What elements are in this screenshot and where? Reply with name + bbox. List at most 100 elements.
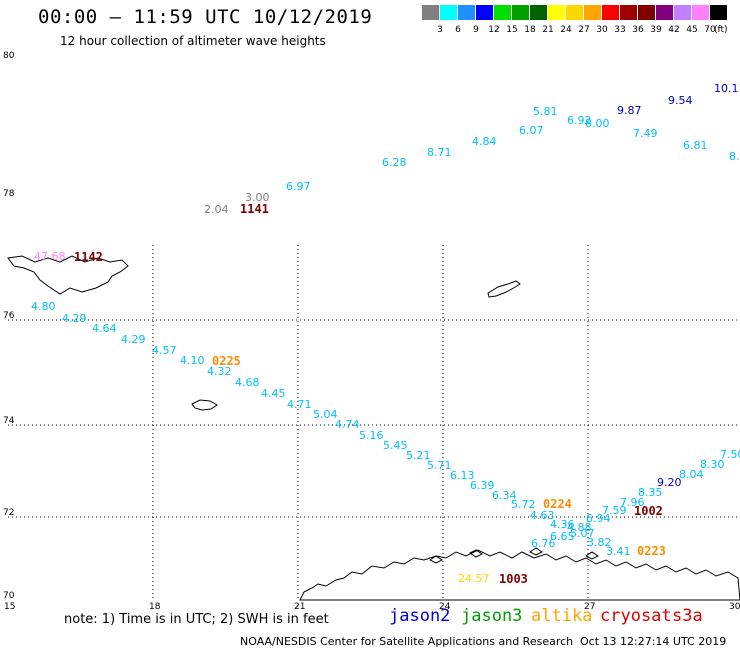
- colorbar-swatch: [620, 5, 637, 20]
- bear-island: [191, 399, 218, 411]
- wave-height-value: 8.00: [585, 117, 610, 130]
- wave-height-value: 5.71: [427, 459, 452, 472]
- wave-height-value: 4.80: [31, 300, 56, 313]
- wave-height-value: 5.04: [313, 408, 338, 421]
- colorbar-swatch: [512, 5, 529, 20]
- track-id-label: 1142: [74, 250, 103, 264]
- wave-height-value: 8.30: [700, 458, 725, 471]
- longitude-label: 30: [729, 602, 740, 612]
- colorbar-label: 70: [704, 25, 716, 35]
- longitude-label: 27: [584, 602, 595, 612]
- colorbar-label: 42: [668, 25, 680, 35]
- wave-height-value: 5.81: [533, 105, 558, 118]
- longitude-label: 18: [149, 602, 161, 612]
- colorbar-label: 36: [632, 25, 644, 35]
- wave-height-value: 5.72: [511, 498, 536, 511]
- wave-height-value: 3.00: [245, 191, 270, 204]
- norway-coast: [299, 549, 740, 601]
- wave-height-value: 7.49: [633, 127, 658, 140]
- wave-height-value: 7.50: [720, 448, 740, 461]
- wave-height-value: 5.16: [359, 429, 384, 442]
- colorbar-swatch: [656, 5, 673, 20]
- credit-line: NOAA/NESDIS Center for Satellite Applica…: [240, 635, 574, 648]
- wave-height-value: 6.28: [382, 156, 407, 169]
- wave-height-value: 2.04: [204, 203, 229, 216]
- svalbard-coast: [7, 255, 129, 295]
- wave-height-value: 3.41: [606, 545, 631, 558]
- latitude-label: 70: [3, 591, 15, 601]
- colorbar-swatch: [674, 5, 691, 20]
- colorbar-swatch: [440, 5, 457, 20]
- colorbar-label: 24: [560, 25, 572, 35]
- wave-height-value: 9.20: [657, 476, 682, 489]
- wave-height-value: 7.96: [620, 496, 645, 509]
- wave-height-value: 4.74: [335, 418, 360, 431]
- generation-timestamp: Oct 13 12:27:14 UTC 2019: [580, 635, 727, 648]
- colorbar-swatch: [422, 5, 439, 20]
- colorbar-swatch: [584, 5, 601, 20]
- wave-height-value: 8.: [729, 150, 740, 163]
- wave-height-value: 6.07: [519, 124, 544, 137]
- wave-height-value: 24.57: [458, 572, 490, 585]
- latitude-label: 76: [3, 311, 15, 321]
- landmasses: [7, 255, 740, 601]
- wave-height-value: 4.36: [550, 518, 575, 531]
- wave-height-value: 4.84: [472, 135, 497, 148]
- wave-height-value: 6.39: [470, 479, 495, 492]
- wave-height-value: 4.63: [530, 509, 555, 522]
- wave-height-value: 3.82: [587, 536, 612, 549]
- track-id-labels: 1141 1142 0225 0224 1002 0223 1003: [74, 202, 666, 586]
- track-id-label: 1002: [634, 504, 663, 518]
- colorbar-label: 3: [437, 25, 443, 35]
- wave-height-value: 9.87: [617, 104, 642, 117]
- wave-height-value: 6.81: [683, 139, 708, 152]
- colorbar-swatch: [638, 5, 655, 20]
- colorbar-label: 21: [542, 25, 554, 35]
- wave-height-value: 4.29: [121, 333, 146, 346]
- colorbar-swatch: [530, 5, 547, 20]
- colorbar-label: 9: [473, 25, 479, 35]
- longitude-label: 21: [294, 602, 305, 612]
- colorbar-label: 30: [596, 25, 608, 35]
- colorbar-label: 27: [578, 25, 590, 35]
- colorbar-swatch: [548, 5, 565, 20]
- track-id-label: 0225: [212, 354, 241, 368]
- latitude-label: 80: [3, 51, 15, 61]
- wave-height-value: 5.45: [383, 439, 408, 452]
- wave-height-value: 7.59: [602, 504, 627, 517]
- track-id-label: 1141: [240, 202, 269, 216]
- satellite-legend-altika: altika: [531, 606, 593, 626]
- latitude-label: 74: [3, 416, 15, 426]
- wave-height-value: 5.07: [570, 527, 595, 540]
- kong-karls-land-island: [487, 280, 521, 298]
- colorbar-swatch: [692, 5, 709, 20]
- longitude-label: 24: [439, 602, 451, 612]
- latitude-label: 72: [3, 508, 14, 518]
- longitude-label: 15: [4, 602, 15, 612]
- colorbar-label: 18: [524, 25, 536, 35]
- wave-height-value: 6.92: [567, 114, 592, 127]
- wave-height-value: 6.94: [586, 512, 611, 525]
- colorbar-swatch: [602, 5, 619, 20]
- colorbar-unit: (ft): [714, 25, 728, 35]
- track-id-label: 0223: [637, 544, 666, 558]
- wave-height-value: 4.10: [180, 354, 205, 367]
- satellite-legend-jason2: jason2: [389, 606, 451, 626]
- wave-height-value: 47.68: [34, 250, 66, 263]
- wave-height-value: 6.13: [450, 469, 475, 482]
- track-id-label: 1003: [499, 572, 528, 586]
- wave-height-value: 10.11: [714, 82, 740, 95]
- colorbar-label: 45: [686, 25, 698, 35]
- wave-height-value: 4.57: [152, 344, 177, 357]
- satellite-legend-jason3: jason3: [461, 606, 523, 626]
- wave-height-value: 9.54: [668, 94, 693, 107]
- wave-height-labels: 10.11 9.54 9.87 5.81 6.928.00 6.07 7.49 4.84 6.8…: [31, 82, 740, 585]
- wave-height-value: 4.32: [207, 365, 232, 378]
- satellite-legend-s3a: s3a: [672, 606, 703, 626]
- colorbar-swatch: [566, 5, 583, 20]
- colorbar-swatch: [476, 5, 493, 20]
- colorbar-label: 6: [455, 25, 461, 35]
- wave-height-value: 4.71: [287, 398, 312, 411]
